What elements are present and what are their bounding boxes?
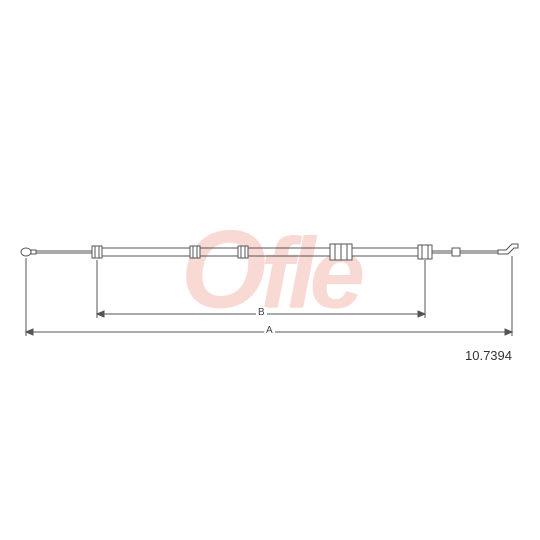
right-end-hook (452, 244, 518, 256)
ferrule-3 (238, 246, 248, 258)
wire-left (36, 251, 92, 253)
dimension-a-label: A (264, 325, 275, 336)
ferrule-4 (330, 244, 352, 260)
ferrule-5 (418, 245, 432, 259)
ferrule-1 (92, 246, 102, 258)
left-end-eyelet (21, 248, 36, 256)
wire-right (432, 251, 498, 253)
cable-sheath (92, 248, 430, 256)
part-number: 10.7394 (465, 348, 512, 363)
dimension-a (26, 256, 512, 336)
ferrule-2 (190, 246, 200, 258)
dimension-b-label: B (256, 307, 267, 318)
cable-diagram (0, 0, 540, 540)
